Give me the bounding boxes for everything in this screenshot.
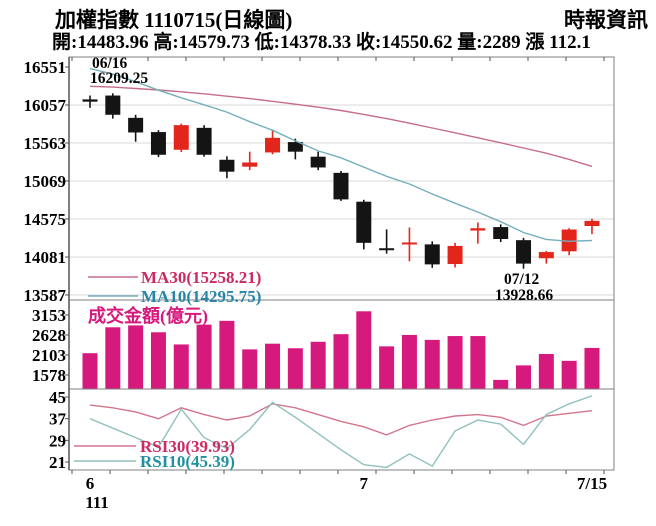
candlestick: [493, 227, 509, 239]
volume-y-axis-label: 3153: [32, 306, 66, 325]
volume-bar: [265, 343, 281, 389]
main-y-axis-label: 14575: [24, 210, 67, 229]
rsi30-legend-label: RSI30(39.93): [140, 437, 235, 456]
ohlc-quote: 開:14483.96 高:14579.73 低:14378.33 收:14550…: [52, 32, 591, 53]
candlestick: [310, 156, 326, 168]
volume-bar: [219, 320, 235, 389]
rsi10-line: [89, 395, 593, 469]
rsi-y-axis-label: 21: [49, 453, 66, 472]
volume-bar: [424, 339, 440, 389]
candlestick: [470, 228, 486, 231]
main-y-axis-label: 16057: [24, 96, 67, 115]
page-title: 加權指數 1110715(日線圖): [55, 8, 293, 32]
ma10-line: [89, 67, 593, 243]
x-axis-label: 7: [360, 474, 369, 493]
source-label: 時報資訊: [564, 8, 648, 32]
ma10-legend-label: MA10(14295.75): [141, 287, 261, 306]
rsi-y-axis-label: 29: [49, 431, 66, 450]
main-y-axis-label: 16551: [24, 58, 67, 77]
volume-bar: [584, 347, 600, 389]
candlestick: [379, 248, 395, 251]
volume-bar: [561, 360, 577, 389]
volume-bar: [493, 379, 509, 389]
main-y-axis-label: 15069: [24, 172, 67, 191]
volume-y-axis-label: 1578: [32, 366, 66, 385]
ma30-line: [89, 85, 593, 168]
volume-bar: [128, 325, 144, 389]
volume-bar: [538, 353, 554, 389]
candlestick: [242, 162, 258, 167]
volume-bar: [356, 311, 372, 389]
volume-bar: [105, 327, 121, 389]
candlestick: [173, 125, 189, 150]
volume-y-axis-label: 2628: [32, 326, 66, 345]
main-y-axis-label: 13587: [24, 286, 67, 305]
annotation-text: 07/12: [504, 271, 540, 288]
candlestick: [401, 242, 417, 245]
candlestick: [219, 159, 235, 172]
main-y-axis-label: 15563: [24, 134, 67, 153]
candlestick: [561, 229, 577, 252]
volume-bar: [196, 324, 212, 389]
volume-panel-label: 成交金額(億元): [88, 305, 208, 327]
candlestick: [128, 117, 144, 133]
candlestick: [287, 142, 303, 152]
x-axis-year-label: 111: [85, 493, 109, 512]
volume-bar: [379, 346, 395, 389]
annotation-text: 13928.66: [495, 287, 553, 304]
volume-bar: [516, 365, 532, 389]
volume-bar: [150, 332, 166, 389]
candlestick: [356, 201, 372, 243]
rsi-y-axis-label: 37: [49, 410, 67, 429]
header: 加權指數 1110715(日線圖) 時報資訊: [0, 4, 656, 32]
annotation-text: 16209.25: [90, 70, 148, 87]
volume-bar: [82, 353, 98, 389]
x-axis-label: 6: [86, 474, 95, 493]
x-axis-label: 7/15: [577, 474, 607, 493]
candlestick: [150, 132, 166, 155]
volume-y-axis-label: 2103: [32, 346, 66, 365]
candlestick: [538, 252, 554, 259]
volume-bar: [310, 341, 326, 389]
volume-bar: [401, 334, 417, 389]
rsi-y-axis-label: 45: [49, 388, 66, 407]
candlestick: [265, 137, 281, 153]
volume-bar: [470, 336, 486, 389]
candlestick: [584, 220, 600, 227]
main-y-axis-label: 14081: [24, 248, 67, 267]
candlestick: [516, 240, 532, 264]
candlestick: [196, 127, 212, 155]
volume-bar: [333, 334, 349, 389]
rsi10-legend-label: RSI10(45.39): [140, 452, 235, 471]
volume-bar: [242, 349, 258, 389]
volume-bar: [447, 336, 463, 389]
rsi30-line: [89, 403, 593, 436]
volume-bar: [287, 348, 303, 389]
candlestick: [105, 95, 121, 115]
candlestick: [333, 172, 349, 200]
volume-bar: [173, 344, 189, 389]
candlestick: [447, 245, 463, 264]
candlestick: [82, 99, 98, 102]
candlestick: [424, 244, 440, 265]
annotation-text: 06/16: [92, 55, 128, 72]
ma30-legend-label: MA30(15258.21): [141, 268, 261, 287]
